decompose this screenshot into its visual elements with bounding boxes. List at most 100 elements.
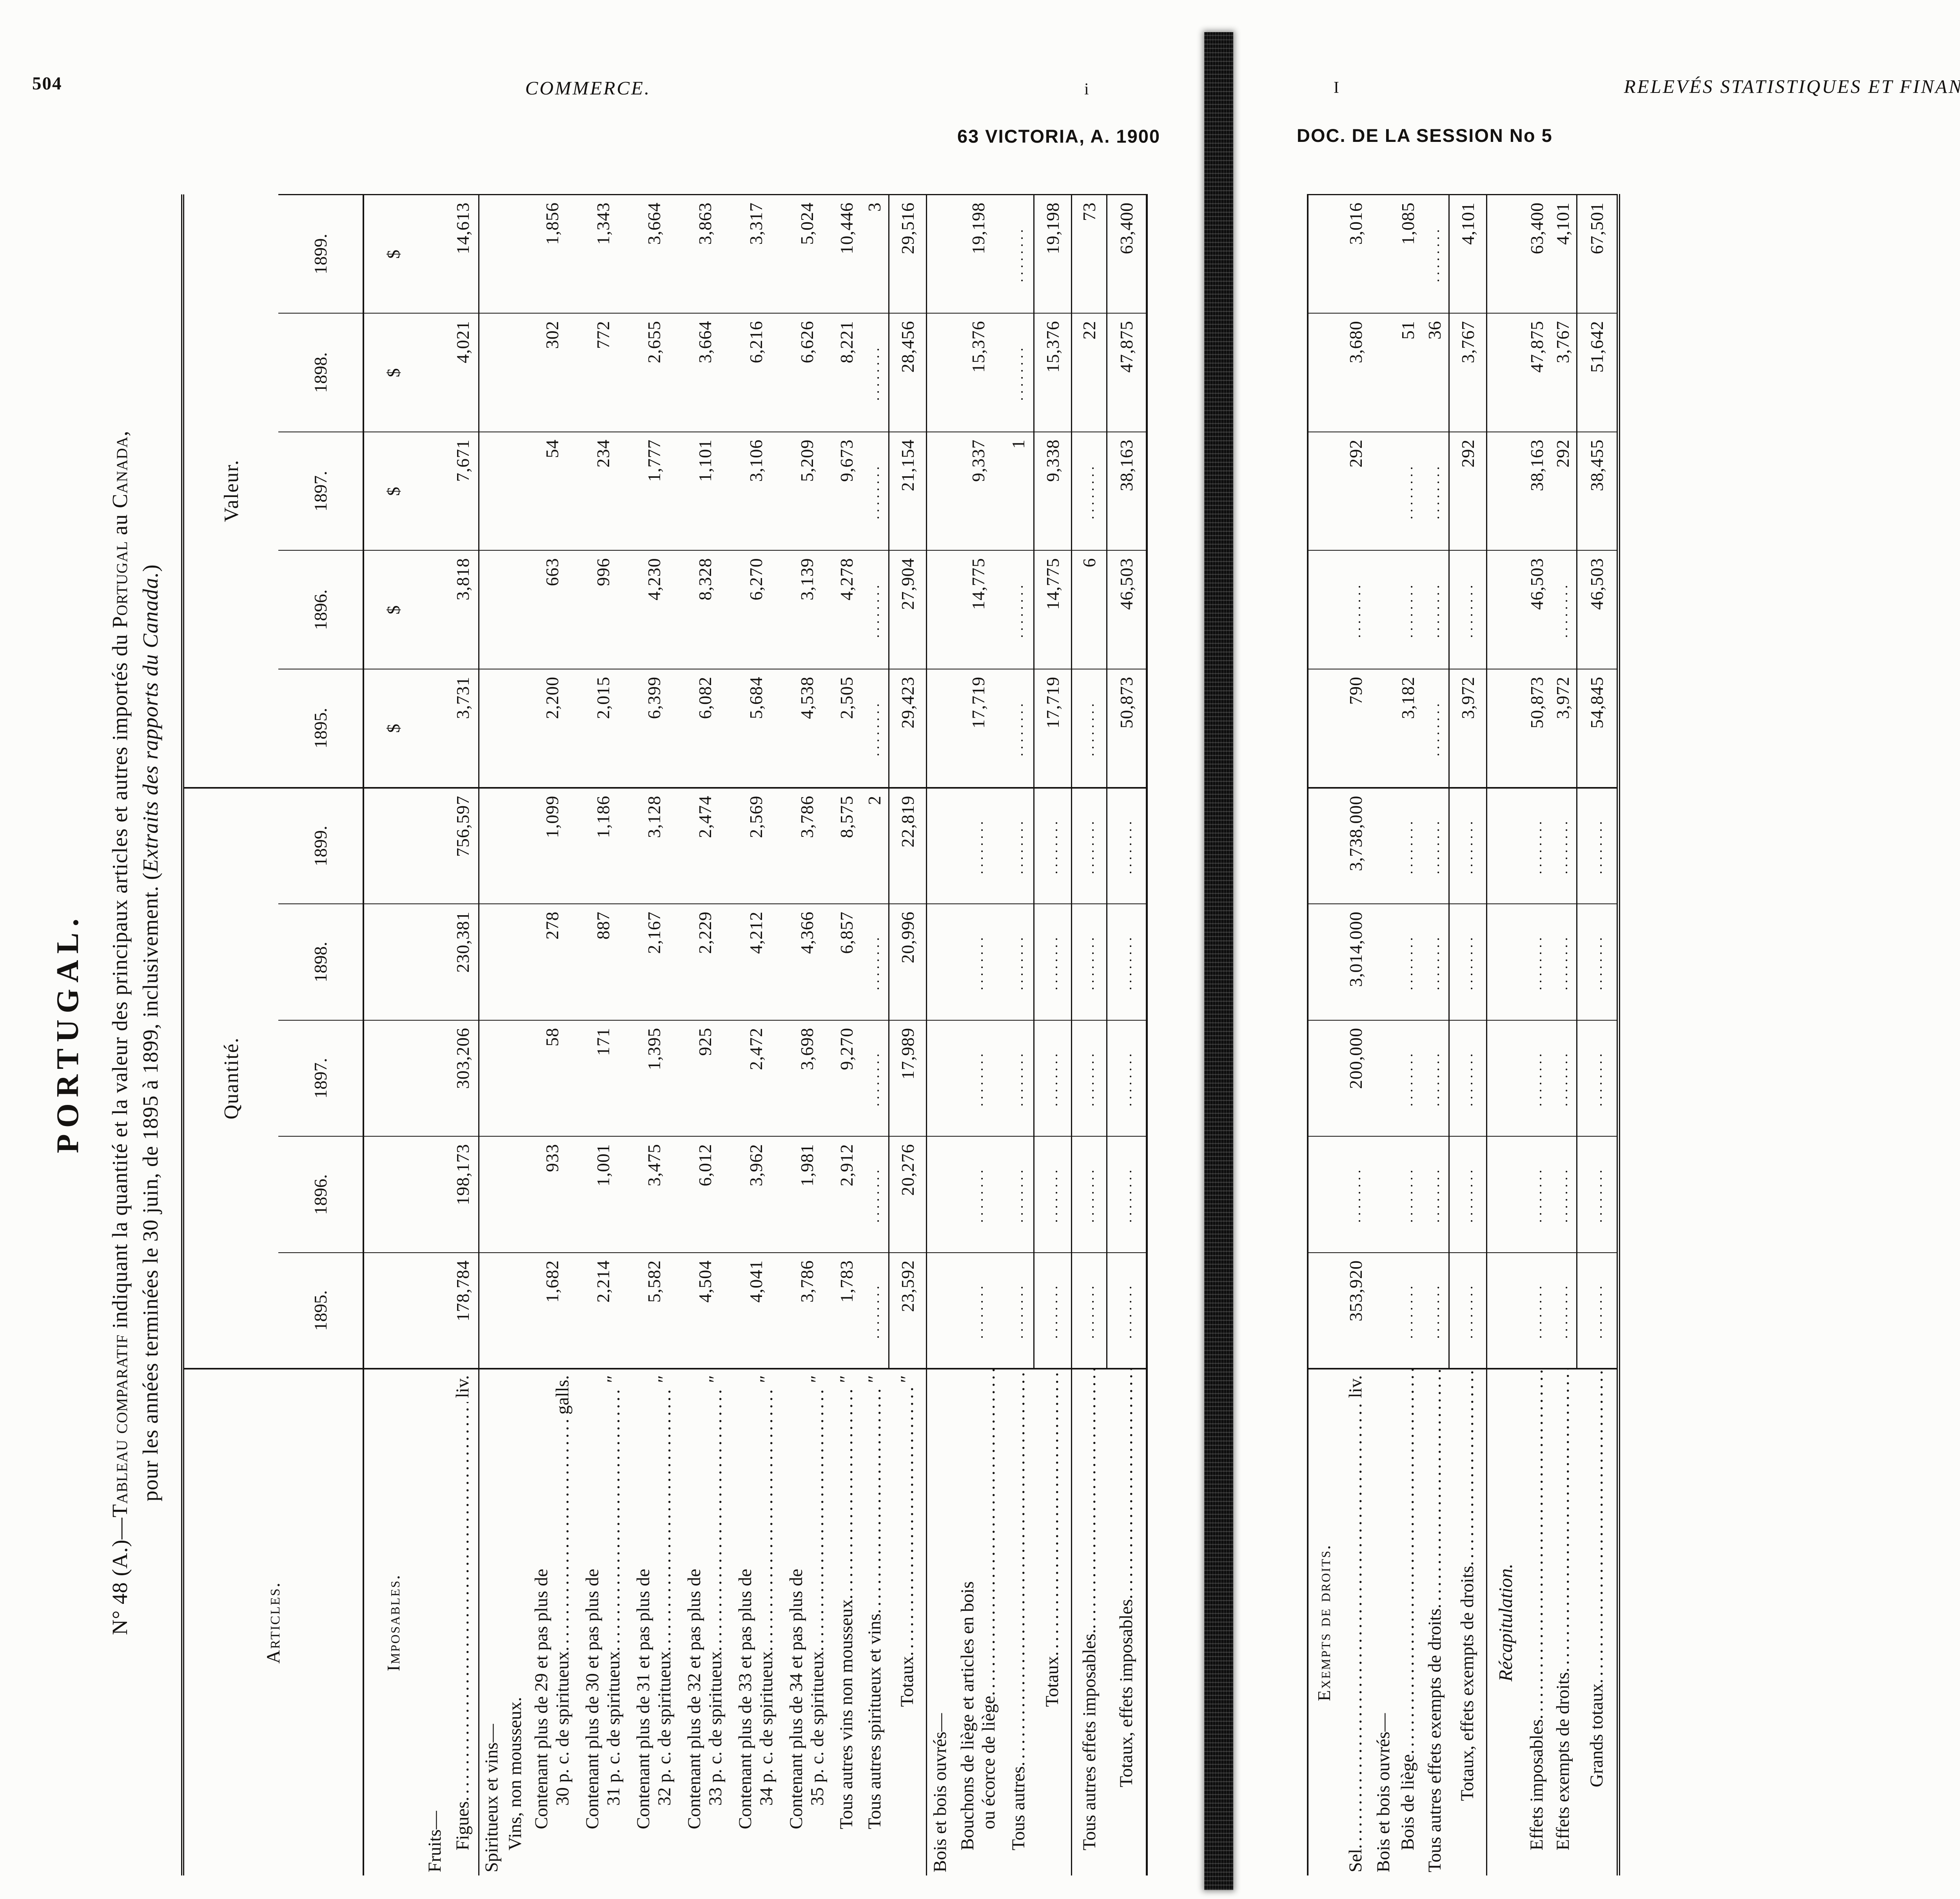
value-cell: ........ <box>860 669 889 788</box>
table-row: Contenant plus de 31 et pas plus de 32 p.… <box>628 194 679 1876</box>
quantity-cell <box>1372 1020 1395 1137</box>
quantity-cell: 1,099 <box>526 787 577 904</box>
value-cell: 50,873 <box>1524 669 1549 788</box>
year-header: 1899. <box>278 787 363 904</box>
value-cell <box>1372 313 1395 432</box>
quantity-cell: ........ <box>1395 1020 1421 1137</box>
title-line2-italic: Extraits des rapports du Canada. <box>138 571 162 872</box>
quantity-cell <box>479 1252 504 1369</box>
quantity-cell: 1,395 <box>628 1020 679 1137</box>
row-label: Tous autres vins non mousseux″ <box>832 1369 860 1875</box>
quantity-cell: ........ <box>1577 787 1618 904</box>
title-au: au <box>108 508 132 541</box>
quantity-cell: 1,682 <box>526 1252 577 1369</box>
value-cell: 7,671 <box>447 432 479 551</box>
value-cell: ........ <box>1071 432 1107 551</box>
quantity-cell: ........ <box>1577 1020 1618 1137</box>
value-cell <box>479 194 504 314</box>
quantity-cell: ........ <box>1107 1020 1147 1137</box>
quantity-cell: 2,474 <box>679 787 730 904</box>
value-cell: ........ <box>860 432 889 551</box>
quantity-cell: ........ <box>1421 904 1449 1020</box>
quantity-cell <box>479 904 504 1020</box>
value-cell: 3,972 <box>1549 669 1577 788</box>
value-cell: 302 <box>526 313 577 432</box>
quantity-cell: ........ <box>1421 1020 1449 1137</box>
row-label: Bouchons de liège et articles en bois ou … <box>953 1369 1003 1875</box>
quantity-cell: ........ <box>1449 1252 1486 1369</box>
table-title-line2: pour les années terminées le 30 juin, de… <box>138 167 163 1899</box>
print-mark-left: i <box>1084 80 1089 98</box>
quantity-cell: ........ <box>1395 1252 1421 1369</box>
value-cell: 54,845 <box>1577 669 1618 788</box>
quantity-cell: 3,786 <box>781 1252 832 1369</box>
table-row: Tous autres vins non mousseux″1,7832,912… <box>832 194 860 1876</box>
value-cell <box>1308 669 1339 788</box>
table-row: Vins, non mousseux. <box>504 194 526 1876</box>
value-cell <box>1486 432 1524 551</box>
table-row: Contenant plus de 30 et pas plus de 31 p.… <box>577 194 628 1876</box>
print-mark-right: I <box>1334 79 1339 97</box>
value-cell <box>504 550 526 669</box>
quantity-cell <box>1486 1136 1524 1253</box>
quantity-cell: ........ <box>953 1136 1003 1253</box>
quantity-cell: 20,276 <box>889 1136 926 1253</box>
table-row: Contenant plus de 32 et pas plus de 33 p.… <box>679 194 730 1876</box>
quantity-cell: 925 <box>679 1020 730 1137</box>
value-cell: 47,875 <box>1107 313 1147 432</box>
value-cell: 21,154 <box>889 432 926 551</box>
quantity-cell: 278 <box>526 904 577 1020</box>
table-row: Fruits— <box>422 194 447 1876</box>
quantity-cell: ........ <box>860 1136 889 1253</box>
value-cell <box>479 669 504 788</box>
table-row: Effets exempts de droits................… <box>1549 194 1577 1876</box>
quantity-cell <box>363 904 422 1020</box>
year-header: 1898. <box>278 904 363 1020</box>
quantity-cell: ........ <box>1107 787 1147 904</box>
value-cell <box>504 669 526 788</box>
value-cell <box>504 432 526 551</box>
value-cell: ........ <box>1003 669 1034 788</box>
value-cell: 663 <box>526 550 577 669</box>
quantity-cell: 887 <box>577 904 628 1020</box>
value-cell: 1 <box>1003 432 1034 551</box>
quantity-cell: ........ <box>1003 904 1034 1020</box>
value-cell: 8,328 <box>679 550 730 669</box>
value-cell: 4,538 <box>781 669 832 788</box>
quantity-cell <box>926 1020 953 1137</box>
quantity-cell: ........ <box>1421 1136 1449 1253</box>
quantity-cell: 2,229 <box>679 904 730 1020</box>
quantity-cell: 3,786 <box>781 787 832 904</box>
value-cell <box>1308 432 1339 551</box>
table-header: Articles. Quantité. Valeur. 1895. 1896. 18… <box>183 194 363 1875</box>
value-cell <box>1486 550 1524 669</box>
value-cell: 1,777 <box>628 432 679 551</box>
value-cell: 14,775 <box>1034 550 1071 669</box>
value-cell: 2,200 <box>526 669 577 788</box>
value-group-header: Valeur. <box>183 194 278 788</box>
value-cell: 3,972 <box>1449 669 1486 788</box>
table-row: Contenant plus de 33 et pas plus de 34 p.… <box>730 194 781 1876</box>
quantity-cell: ........ <box>1339 1136 1372 1253</box>
value-cell: 2,655 <box>628 313 679 432</box>
quantity-cell: 200,000 <box>1339 1020 1372 1137</box>
value-cell: ........ <box>1003 194 1034 314</box>
value-cell: 38,455 <box>1577 432 1618 551</box>
value-cell: $ <box>363 550 422 669</box>
value-cell: ........ <box>1003 313 1034 432</box>
quantity-cell <box>1486 1252 1524 1369</box>
row-label: Effets exempts de droits <box>1549 1369 1577 1875</box>
value-cell <box>1486 194 1524 314</box>
value-cell: 27,904 <box>889 550 926 669</box>
value-cell <box>926 313 953 432</box>
quantity-cell: ........ <box>1395 787 1421 904</box>
value-cell: 5,024 <box>781 194 832 314</box>
year-header: 1898. <box>278 313 363 432</box>
row-label: Tous autres <box>1003 1369 1034 1875</box>
year-header: 1895. <box>278 669 363 788</box>
value-cell: 5,684 <box>730 669 781 788</box>
value-cell: 29,516 <box>889 194 926 314</box>
value-cell: 2,015 <box>577 669 628 788</box>
value-cell: 6,082 <box>679 669 730 788</box>
value-cell: 51 <box>1395 313 1421 432</box>
